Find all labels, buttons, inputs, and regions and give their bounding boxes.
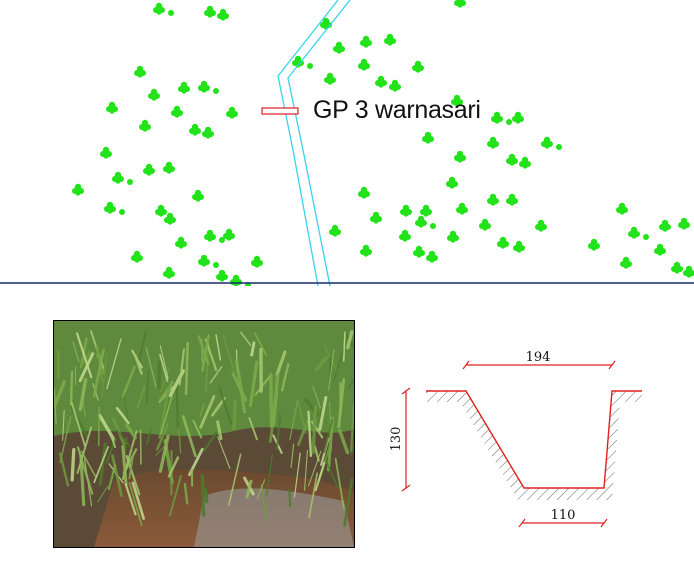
vegetation-symbol [251,255,263,268]
vegetation-symbol [506,193,518,206]
vegetation-symbol [358,58,370,71]
vegetation-symbol [541,136,562,150]
site-photo-image [54,321,354,547]
vegetation-symbol [454,0,466,8]
vegetation-symbol [198,80,219,94]
vegetation-symbol [659,219,671,232]
vegetation-symbol [100,146,112,159]
vegetation-symbol [223,228,235,241]
vegetation-symbol [155,204,167,217]
channel-cross-section: 194 130 110 [389,350,642,528]
vegetation-symbol [216,269,228,282]
channel-outline [426,390,642,489]
site-label: GP 3 warnasari [313,96,481,124]
vegetation-symbol [400,204,412,217]
vegetation-symbol [497,236,509,249]
vegetation-symbol [131,250,143,263]
vegetation-symbol [513,240,525,253]
top-width-label: 194 [526,350,551,365]
vegetation-symbol [620,256,632,269]
vegetation-symbol [204,229,225,243]
vegetation-symbol [683,265,694,278]
vegetation-symbol [360,244,372,257]
vegetation-symbol [426,250,438,263]
vegetation-symbol [399,229,411,242]
vegetation-symbol [175,236,187,249]
vegetation-symbol [512,111,524,124]
vegetation-symbol [226,106,238,119]
bottom-width-label: 110 [551,508,576,523]
vegetation-symbol [389,79,401,92]
vegetation-symbol [654,243,666,256]
vegetation-symbol [148,88,160,101]
vegetation-symbol [324,72,336,85]
vegetation-symbol [420,204,432,217]
vegetation-symbol [139,119,151,132]
vegetation-symbol [447,230,459,243]
vegetation-symbol [112,171,133,185]
vegetation-symbol [292,55,313,69]
vegetation-symbol [198,254,219,268]
vegetation-symbol [454,150,466,163]
site-map [0,0,694,286]
vegetation-symbol [671,261,683,274]
vegetation-symbol [479,218,491,231]
vegetation-symbol [153,2,174,16]
vegetation-symbol [384,33,396,46]
vegetation-symbols [72,0,694,286]
vegetation-symbol [588,238,600,251]
vegetation-symbol [375,75,387,88]
vegetation-symbol [413,245,425,258]
site-photo [53,320,355,548]
vegetation-symbol [358,186,370,199]
vegetation-symbol [333,41,345,54]
vegetation-symbol [519,156,531,169]
site-marker-symbol [261,107,299,115]
vegetation-symbol [487,193,499,206]
vegetation-symbol [143,163,155,176]
vegetation-symbol [360,35,372,48]
vegetation-symbol [678,217,690,230]
soil-hatching [426,391,642,500]
vegetation-symbol [134,65,146,78]
vegetation-symbol [217,8,229,21]
vegetation-symbol [451,94,463,107]
vegetation-symbol [202,126,214,139]
top-width-dimension [462,360,616,370]
vegetation-symbol [106,101,118,114]
vegetation-symbol [506,153,518,166]
vegetation-symbol [163,266,175,279]
vegetation-symbol [412,60,424,73]
vegetation-symbol [535,219,547,232]
vegetation-symbol [628,226,649,240]
vegetation-symbol [422,131,434,144]
vegetation-symbol [456,202,468,215]
bottom-width-dimension [518,518,608,528]
vegetation-symbol [164,212,176,225]
vegetation-symbol [230,274,251,286]
vegetation-symbol [491,111,512,125]
vegetation-symbol [616,202,628,215]
vegetation-symbol [415,215,436,229]
vegetation-symbol [370,211,382,224]
vegetation-symbol [72,183,84,196]
vegetation-symbol [446,176,458,189]
vegetation-symbol [104,201,125,215]
depth-label: 130 [389,427,404,452]
vegetation-symbol [178,81,190,94]
vegetation-symbol [163,161,175,174]
vegetation-symbol [487,136,499,149]
vegetation-symbol [192,189,204,202]
vegetation-symbol [204,5,216,18]
vegetation-symbol [329,224,341,237]
depth-dimension [401,387,411,492]
vegetation-symbol [171,105,183,118]
vegetation-symbol [189,123,201,136]
